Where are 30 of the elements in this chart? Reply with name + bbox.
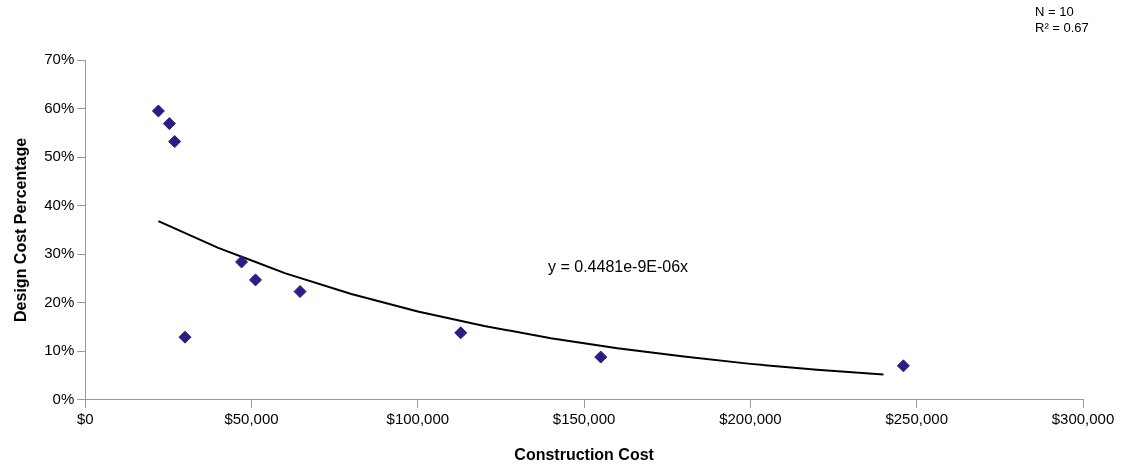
- point: [151, 104, 165, 118]
- x-axis-title: Construction Cost: [514, 445, 655, 463]
- point: [454, 326, 468, 340]
- point: [235, 255, 249, 269]
- y-tick-label: 50%: [44, 147, 75, 165]
- text: N = 10: [1035, 4, 1074, 20]
- x-tick-label: $200,000: [719, 409, 782, 427]
- x-tick-label: $150,000: [552, 409, 616, 427]
- point: [896, 359, 910, 373]
- x-tick-label: $250,000: [885, 409, 948, 427]
- y-tick-label: 60%: [44, 98, 75, 116]
- point: [162, 117, 176, 131]
- x-tick-label: $50,000: [224, 409, 279, 427]
- point: [249, 273, 263, 287]
- text: R² = 0.67: [1035, 20, 1089, 36]
- annotation: y = 0.4481e-9E-06x: [548, 258, 689, 276]
- x-tick-label: $100,000: [386, 409, 450, 427]
- x-tick-label: $300,000: [1051, 409, 1115, 427]
- y-tick-label: 0%: [52, 389, 75, 407]
- y-tick-label: 10%: [44, 341, 75, 359]
- point: [293, 285, 307, 299]
- y-tick-label: 20%: [44, 292, 75, 310]
- y-tick-label: 30%: [44, 244, 75, 262]
- y-axis-title: Design Cost Percentage: [12, 137, 30, 322]
- point: [168, 135, 182, 149]
- y-tick-label: 40%: [44, 195, 75, 213]
- y-tick-label: 70%: [44, 50, 75, 68]
- point: [594, 350, 608, 364]
- x-tick-label: $0: [76, 409, 94, 427]
- point: [178, 330, 192, 344]
